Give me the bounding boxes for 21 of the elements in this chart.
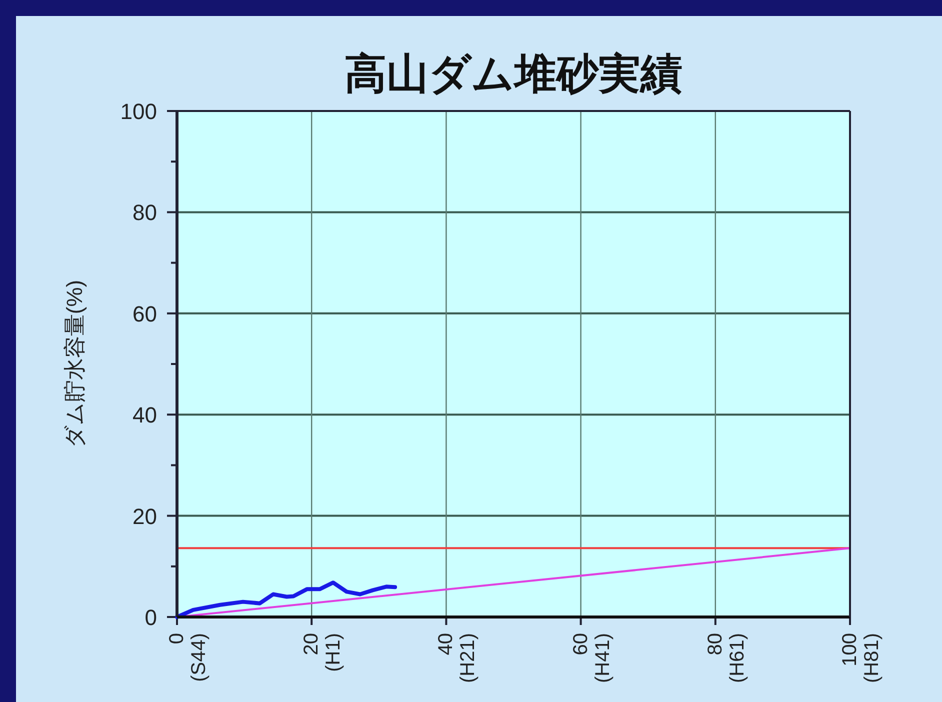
line-series [175,580,398,619]
text: (H21) [457,633,480,684]
x-tick-label: 40 [435,633,458,656]
text: (S44) [188,633,210,682]
text: (H81) [861,633,883,684]
text: (H61) [726,633,748,684]
x-tick-label: 0 [166,633,188,644]
text: (H1) [322,633,345,672]
y-tick-label: 20 [132,504,157,529]
y-tick-label: 60 [132,301,157,326]
chart-title: 高山ダム堆砂実績 [344,50,682,97]
y-tick-label: 0 [144,605,157,630]
x-tick-label: 60 [570,633,592,656]
y-tick-label: 80 [132,200,157,226]
x-tick-label: 80 [704,633,726,656]
y-tick-label: 100 [120,99,157,124]
text: (H41) [592,633,614,684]
y-tick-label: 40 [132,402,157,428]
y-axis-title: ダム貯水容量(%) [62,280,87,448]
x-tick-label: 20 [300,633,323,656]
x-tick-label: 100 [839,633,861,666]
